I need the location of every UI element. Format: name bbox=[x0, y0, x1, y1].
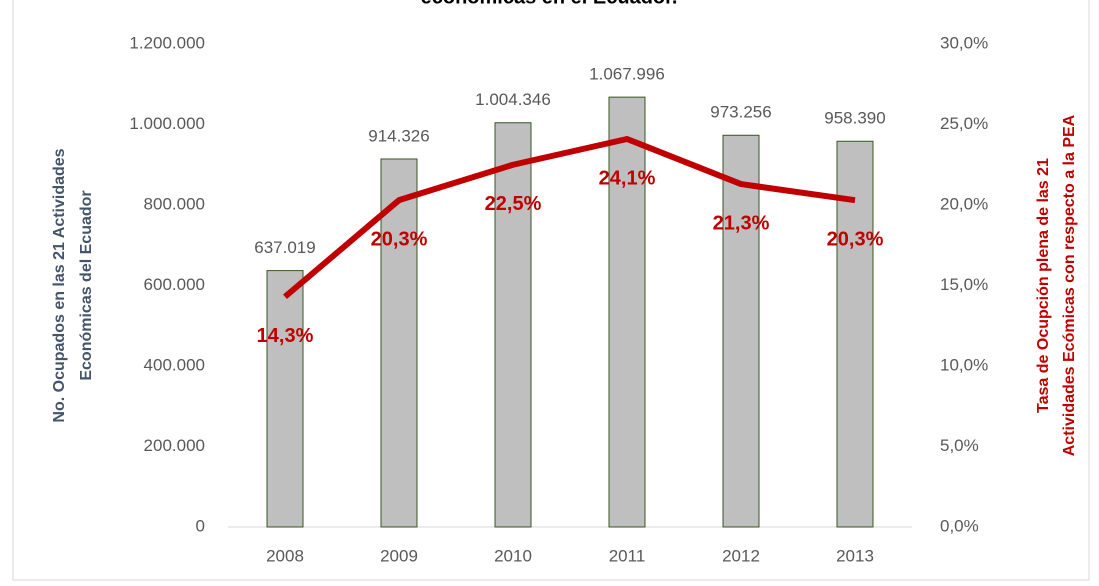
bar bbox=[836, 140, 874, 528]
x-tick-label: 2008 bbox=[266, 546, 304, 565]
y-tick-label: 800.000 bbox=[144, 194, 205, 213]
y2-tick-label: 25,0% bbox=[940, 114, 988, 133]
bar-value-label: 637.019 bbox=[254, 238, 315, 257]
bar bbox=[608, 96, 646, 528]
line-value-label: 21,3% bbox=[713, 212, 770, 234]
chart-title: económicas en el Ecuador. bbox=[421, 0, 678, 8]
bar-value-label: 914.326 bbox=[368, 126, 429, 145]
bar bbox=[380, 158, 418, 528]
y2-tick-label: 20,0% bbox=[940, 194, 988, 213]
bar-value-label: 958.390 bbox=[824, 109, 885, 128]
line-value-label: 14,3% bbox=[257, 325, 314, 347]
y2-tick-label: 10,0% bbox=[940, 355, 988, 374]
line-value-label: 24,1% bbox=[599, 167, 656, 189]
y2-axis-title: Tasa de Ocupción plena de las 21 bbox=[1035, 158, 1052, 413]
y-tick-label: 600.000 bbox=[144, 275, 205, 294]
chart-border bbox=[12, 0, 1090, 581]
bar bbox=[494, 122, 532, 528]
x-tick-label: 2013 bbox=[836, 546, 874, 565]
y-tick-label: 1.200.000 bbox=[129, 33, 205, 52]
rate-line bbox=[283, 135, 856, 300]
bar bbox=[266, 270, 304, 528]
bar-value-label: 1.004.346 bbox=[475, 90, 551, 109]
y2-tick-label: 0,0% bbox=[940, 516, 979, 535]
line-value-label: 20,3% bbox=[827, 228, 884, 250]
y-tick-label: 0 bbox=[196, 516, 205, 535]
y-tick-label: 1.000.000 bbox=[129, 114, 205, 133]
bar bbox=[722, 134, 760, 528]
y-tick-label: 200.000 bbox=[144, 436, 205, 455]
y-axis-title: Económicas del Ecuador bbox=[78, 190, 95, 380]
line-value-label: 22,5% bbox=[485, 193, 542, 215]
y2-tick-label: 15,0% bbox=[940, 275, 988, 294]
y-tick-label: 400.000 bbox=[144, 355, 205, 374]
x-tick-label: 2010 bbox=[494, 546, 532, 565]
bar-value-label: 1.067.996 bbox=[589, 65, 665, 84]
line-value-label: 20,3% bbox=[371, 228, 428, 250]
y-axis-title: No. Ocupados en las 21 Actividades bbox=[51, 148, 68, 422]
y2-tick-label: 5,0% bbox=[940, 436, 979, 455]
y2-tick-label: 30,0% bbox=[940, 33, 988, 52]
bar-value-label: 973.256 bbox=[710, 103, 771, 122]
y2-axis-title: Actividades Ecómicas con respecto a la P… bbox=[1061, 114, 1078, 456]
x-tick-label: 2012 bbox=[722, 546, 760, 565]
x-tick-label: 2009 bbox=[380, 546, 418, 565]
x-tick-label: 2011 bbox=[609, 546, 646, 565]
